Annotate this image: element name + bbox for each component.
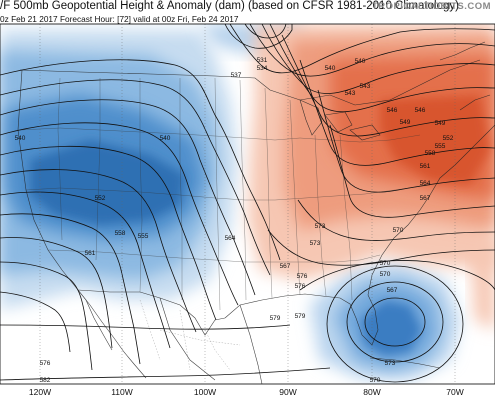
contour-label: 549 (435, 120, 446, 127)
contour-label: 561 (420, 163, 431, 170)
lon-label-80w: 80W (363, 387, 381, 397)
contour-label: 552 (443, 135, 454, 142)
height-contours (0, 24, 495, 383)
contour-label: 534 (257, 65, 268, 72)
forecast-info: 0z Feb 21 2017 Forecast Hour: [72] valid… (0, 14, 239, 24)
state-boundaries (19, 77, 431, 311)
lon-label-120w: 120W (28, 387, 52, 397)
contour-label: 549 (400, 119, 411, 126)
mexico-state-lines (139, 299, 241, 371)
anomaly-shading (0, 24, 495, 380)
contour-label: 540 (355, 58, 366, 65)
lon-label-110w: 110W (111, 387, 133, 397)
contour-label: 570 (393, 227, 404, 234)
contour-label: 582 (40, 377, 51, 384)
contour-label: 573 (385, 360, 396, 367)
contour-label: 567 (387, 287, 398, 294)
contour-label: 579 (295, 313, 306, 320)
contour-label: 567 (280, 263, 291, 270)
contour-label: 573 (315, 223, 326, 230)
contour-label: 573 (310, 240, 321, 247)
contour-label: 546 (387, 107, 398, 114)
map-title: /F 500mb Geopotential Height & Anomaly (… (0, 0, 459, 12)
contour-label: 552 (95, 195, 106, 202)
geographic-boundaries (17, 41, 495, 384)
contour-label: 558 (425, 150, 436, 157)
contour-label: 543 (360, 83, 371, 90)
contour-label: 576 (297, 273, 308, 280)
contour-label: 564 (420, 180, 431, 187)
contour-label: 558 (115, 230, 126, 237)
site-brand: TROPICALTIDBITS.COM (371, 1, 491, 12)
contour-label: 555 (435, 143, 446, 150)
map-border (0, 23, 495, 385)
contour-label: 537 (231, 72, 242, 79)
contour-label: 540 (160, 135, 171, 142)
lon-label-90w: 90W (279, 387, 297, 397)
contour-label: 564 (225, 235, 236, 242)
contour-label: 540 (15, 135, 26, 142)
contour-label: 561 (85, 250, 96, 257)
contour-label: 567 (420, 195, 431, 202)
contour-label: 579 (270, 315, 281, 322)
contour-label: 543 (345, 90, 356, 97)
lon-label-100w: 100W (193, 387, 217, 397)
contour-label: 540 (325, 65, 336, 72)
contour-label: 570 (380, 271, 391, 278)
contour-label: 546 (415, 107, 426, 114)
graticule (39, 24, 456, 384)
contour-label: 555 (138, 233, 149, 240)
contour-label: 570 (370, 377, 381, 384)
contour-label: 570 (380, 260, 391, 267)
contour-label: 576 (40, 360, 51, 367)
contour-labels: 5315345375405405405435465495525555585615… (15, 57, 454, 384)
contour-label: 531 (257, 57, 268, 64)
contour-label: 576 (295, 283, 306, 290)
lon-label-70w: 70W (446, 387, 464, 397)
